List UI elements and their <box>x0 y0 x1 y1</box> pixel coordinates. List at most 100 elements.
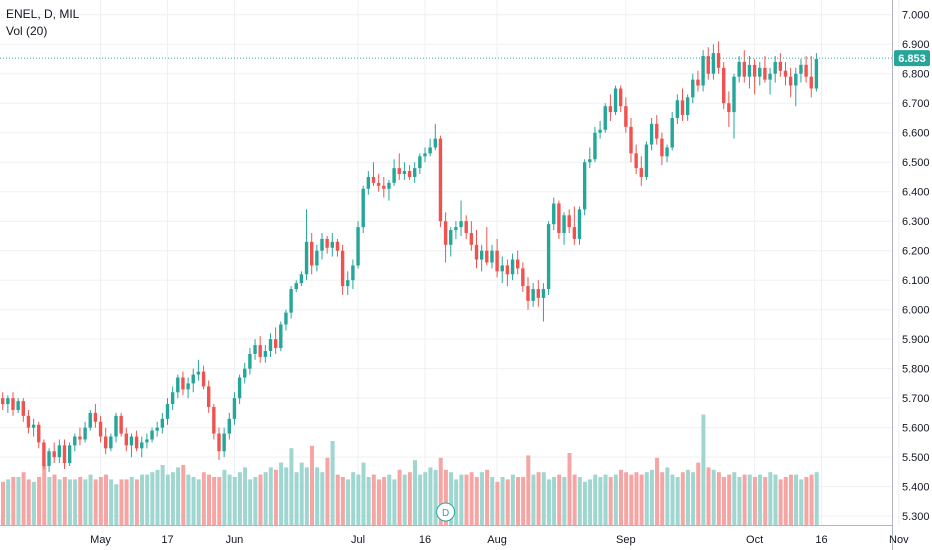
candle-body <box>670 117 674 148</box>
volume-bar <box>722 477 726 525</box>
volume-bar <box>299 462 304 525</box>
volume-bar <box>387 474 392 525</box>
volume-bar <box>598 477 603 525</box>
volume-bar <box>696 462 701 525</box>
candle-body <box>382 185 386 189</box>
candle-body <box>814 58 819 89</box>
volume-bar <box>449 472 454 525</box>
candle-body <box>505 265 510 275</box>
volume-bar <box>124 479 129 525</box>
dividend-marker-label[interactable]: D <box>442 508 449 519</box>
candle-body <box>212 407 216 434</box>
candle-body <box>279 324 283 349</box>
candle-body <box>613 88 618 113</box>
candle-body <box>181 377 185 390</box>
candle-body <box>588 159 592 163</box>
candle-body <box>582 162 587 210</box>
volume-bar <box>490 477 495 525</box>
candle-body <box>521 268 525 287</box>
volume-bar <box>382 477 387 525</box>
time-tick-label: 17 <box>161 534 173 546</box>
candle-body <box>464 221 468 234</box>
volume-bar <box>170 472 175 525</box>
volume-bar <box>552 477 557 525</box>
volume-bar <box>150 472 155 525</box>
candle-body <box>392 168 396 183</box>
price-tick-label: 6.400 <box>902 187 930 199</box>
volume-bar <box>454 479 459 525</box>
candle-body <box>603 106 607 130</box>
volume-bar <box>619 469 623 525</box>
volume-bar <box>253 477 258 525</box>
candle-body <box>675 100 680 118</box>
volume-bar <box>433 469 438 525</box>
volume-bar <box>474 477 479 525</box>
candle-body <box>552 203 556 225</box>
volume-bar <box>351 472 356 525</box>
volume-bar <box>593 474 598 525</box>
volume-bar <box>114 484 119 525</box>
candle-body <box>150 430 154 440</box>
price-tick-label: 5.400 <box>902 482 930 494</box>
candle-body <box>799 64 803 74</box>
candle-body <box>160 418 165 428</box>
price-tick-label: 6.700 <box>902 98 930 110</box>
volume-bar <box>26 479 31 525</box>
volume-bar <box>516 477 520 525</box>
candle-body <box>593 132 597 160</box>
candle-body <box>248 353 252 369</box>
price-axis[interactable]: 7.000 6.900 6.800 6.700 6.600 6.500 6.400 6.300… <box>902 10 930 523</box>
candle-body <box>608 106 613 113</box>
volume-bar <box>752 477 757 525</box>
candle-body <box>742 61 746 77</box>
volume-bar <box>227 474 232 525</box>
volume-bar <box>727 474 732 525</box>
candle-body <box>366 176 371 189</box>
volume-indicator-label[interactable]: Vol (20) <box>6 24 48 38</box>
candle-body <box>93 412 98 422</box>
volume-bar <box>418 474 423 525</box>
candle-body <box>433 138 437 148</box>
candle-body <box>516 259 520 269</box>
candle-body <box>176 377 180 393</box>
dividend-marker-circle[interactable] <box>436 502 456 522</box>
dividend-marker[interactable]: D <box>436 502 456 522</box>
candle-body <box>773 61 777 74</box>
candle-body <box>639 168 643 177</box>
candle-body <box>510 259 515 275</box>
candle-body <box>418 156 422 169</box>
candle-body <box>500 265 504 272</box>
candle-body <box>186 383 190 390</box>
candle-body <box>83 427 87 440</box>
candle-body <box>752 64 757 77</box>
volume-bar <box>201 472 206 525</box>
volume-bar <box>582 481 587 525</box>
candle-body <box>207 386 211 408</box>
volume-bar <box>526 455 531 525</box>
volume-bar <box>356 474 361 525</box>
volume-bar <box>428 467 433 525</box>
candle-body <box>598 129 602 133</box>
candle-body <box>649 123 654 145</box>
candle-body <box>165 404 170 419</box>
symbol-label[interactable]: ENEL, D, MIL <box>6 7 80 21</box>
candle-body <box>129 436 134 446</box>
candle-body <box>16 401 20 410</box>
candle-body <box>722 67 726 104</box>
candle-body <box>52 451 56 458</box>
candle-body <box>655 123 659 139</box>
volume-bar <box>660 472 665 525</box>
volume-bar <box>1 481 5 525</box>
volume-bar <box>176 467 181 525</box>
candle-body <box>634 153 638 169</box>
candle-body <box>155 427 159 431</box>
volume-bar <box>613 474 618 525</box>
volume-bar <box>716 472 721 525</box>
time-axis[interactable]: May 17 Jun Jul 16 Aug Sep Oct 16 Nov <box>90 534 909 546</box>
candle-body <box>356 227 360 266</box>
candle-body <box>469 233 474 245</box>
volume-bar <box>52 474 57 525</box>
volume-bar <box>67 479 72 525</box>
time-tick-label: Oct <box>746 534 763 546</box>
